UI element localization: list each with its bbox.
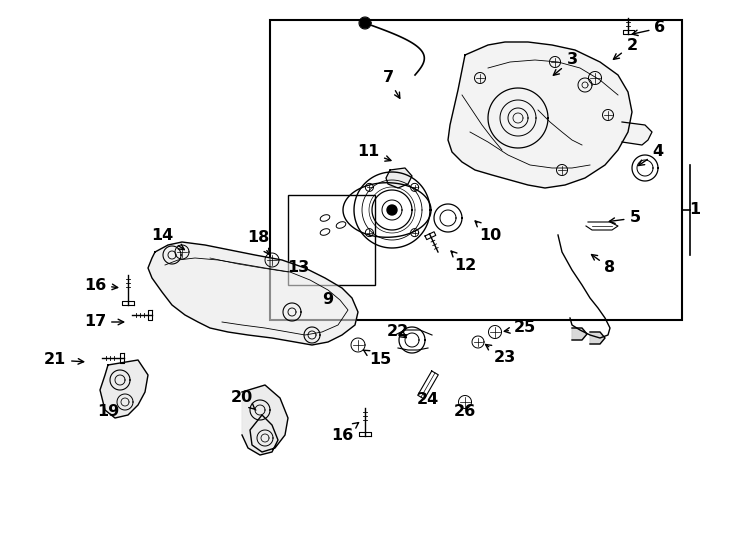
Polygon shape — [572, 328, 587, 340]
Text: 6: 6 — [632, 21, 666, 36]
Polygon shape — [622, 122, 652, 145]
Text: 1: 1 — [689, 202, 700, 218]
Text: 19: 19 — [97, 404, 119, 420]
Text: 2: 2 — [614, 37, 638, 59]
Polygon shape — [100, 360, 148, 418]
Text: 12: 12 — [451, 251, 476, 273]
Text: 15: 15 — [363, 350, 391, 368]
Bar — [270, 20, 682, 320]
Text: 21: 21 — [44, 353, 84, 368]
Circle shape — [387, 205, 397, 215]
Text: 24: 24 — [417, 393, 439, 408]
Circle shape — [360, 18, 370, 28]
Text: 3: 3 — [553, 52, 578, 75]
Text: 18: 18 — [247, 231, 269, 254]
Polygon shape — [242, 385, 288, 455]
Polygon shape — [386, 168, 412, 188]
Text: 17: 17 — [84, 314, 123, 329]
Text: 14: 14 — [151, 227, 184, 249]
Text: 11: 11 — [357, 145, 391, 161]
Text: 20: 20 — [231, 390, 256, 410]
Polygon shape — [448, 42, 632, 188]
Polygon shape — [148, 242, 358, 345]
Text: 7: 7 — [382, 71, 400, 98]
Text: 26: 26 — [454, 404, 476, 420]
Text: 16: 16 — [84, 278, 117, 293]
Bar — [288, 195, 375, 285]
Text: 22: 22 — [387, 325, 409, 340]
Text: 16: 16 — [331, 422, 359, 442]
Polygon shape — [590, 332, 605, 344]
Text: 10: 10 — [475, 221, 501, 242]
Text: 8: 8 — [592, 254, 616, 275]
Text: 9: 9 — [322, 293, 333, 307]
Text: 23: 23 — [486, 345, 516, 366]
Text: 5: 5 — [609, 211, 641, 226]
Text: 4: 4 — [639, 145, 664, 166]
Text: 25: 25 — [504, 321, 536, 335]
Text: 13: 13 — [287, 260, 309, 275]
